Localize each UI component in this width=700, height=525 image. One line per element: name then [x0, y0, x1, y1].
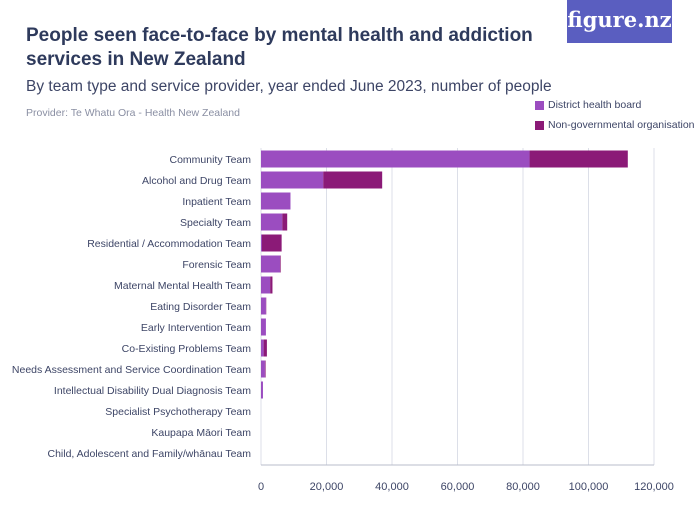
- bar-district-health-board: [261, 339, 264, 357]
- bar-ngo: [264, 360, 266, 378]
- x-tick-label: 40,000: [375, 481, 409, 493]
- bar-ngo: [263, 339, 267, 357]
- bar-district-health-board: [261, 297, 266, 315]
- category-label: Specialty Team: [180, 217, 251, 229]
- bar-district-health-board: [261, 213, 283, 231]
- bar-district-health-board: [261, 318, 266, 336]
- category-label: Co-Existing Problems Team: [122, 343, 252, 355]
- bar-district-health-board: [261, 276, 271, 294]
- bar-district-health-board: [261, 360, 265, 378]
- chart-title: People seen face-to-face by mental healt…: [26, 25, 533, 70]
- category-label: Specialist Psychotherapy Team: [105, 406, 251, 418]
- x-tick-label: 100,000: [569, 481, 609, 493]
- data-provider: Provider: Te Whatu Ora - Health New Zeal…: [26, 107, 240, 119]
- bar-ngo: [261, 234, 282, 252]
- x-tick-label: 80,000: [506, 481, 540, 493]
- category-label: Residential / Accommodation Team: [87, 238, 251, 250]
- legend-label-dhb: District health board: [548, 99, 642, 111]
- category-label: Early Intervention Team: [141, 322, 251, 334]
- category-label: Needs Assessment and Service Coordinatio…: [12, 364, 251, 376]
- bar-district-health-board: [261, 255, 280, 273]
- logo-text: figure.nz: [567, 7, 672, 32]
- x-tick-label: 120,000: [634, 481, 674, 493]
- legend-label-ngo: Non-governmental organisation: [548, 119, 695, 131]
- category-label: Eating Disorder Team: [150, 301, 251, 313]
- bar-ngo: [279, 255, 281, 273]
- chart-subtitle: By team type and service provider, year …: [26, 78, 552, 95]
- bar-district-health-board: [261, 192, 291, 210]
- figure-nz-logo[interactable]: figure.nz: [567, 0, 672, 43]
- category-label: Forensic Team: [182, 259, 251, 271]
- bar-district-health-board: [261, 381, 263, 399]
- x-tick-label: 20,000: [310, 481, 344, 493]
- legend-swatch-dhb: [535, 101, 544, 110]
- category-label: Child, Adolescent and Family/whānau Team: [47, 448, 251, 460]
- category-label: Inpatient Team: [182, 196, 251, 208]
- bar-district-health-board: [261, 150, 530, 168]
- x-tick-label: 60,000: [441, 481, 475, 493]
- bar-ngo: [270, 276, 273, 294]
- category-label: Kaupapa Māori Team: [151, 427, 251, 439]
- bar-ngo: [529, 150, 628, 168]
- x-tick-label: 0: [258, 481, 264, 493]
- category-label: Community Team: [170, 154, 252, 166]
- category-label: Intellectual Disability Dual Diagnosis T…: [54, 385, 251, 397]
- legend-swatch-ngo: [535, 121, 544, 130]
- category-label: Maternal Mental Health Team: [114, 280, 251, 292]
- bar-ngo: [282, 213, 288, 231]
- bar-ngo: [323, 171, 383, 189]
- category-label: Alcohol and Drug Team: [142, 175, 251, 187]
- bar-district-health-board: [261, 171, 324, 189]
- bar-district-health-board: [261, 234, 262, 252]
